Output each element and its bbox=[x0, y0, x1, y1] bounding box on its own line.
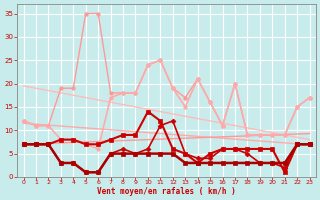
X-axis label: Vent moyen/en rafales ( km/h ): Vent moyen/en rafales ( km/h ) bbox=[97, 187, 236, 196]
